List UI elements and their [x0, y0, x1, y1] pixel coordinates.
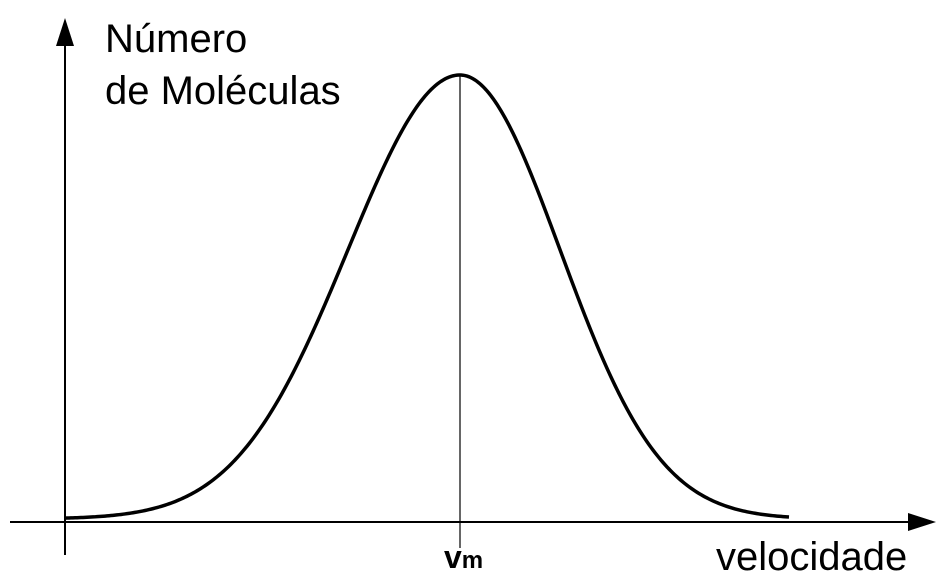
- y-axis-arrow: [56, 18, 74, 46]
- peak-label: vm: [444, 539, 483, 575]
- distribution-curve: [64, 73, 790, 520]
- peak-label-subscript: m: [462, 547, 483, 574]
- x-axis-arrow: [908, 513, 936, 531]
- x-axis-label: velocidade: [716, 535, 907, 575]
- y-axis-label-line1: Número: [105, 17, 247, 61]
- y-axis-label-line2: de Moléculas: [105, 69, 341, 113]
- peak-label-main: v: [444, 539, 462, 575]
